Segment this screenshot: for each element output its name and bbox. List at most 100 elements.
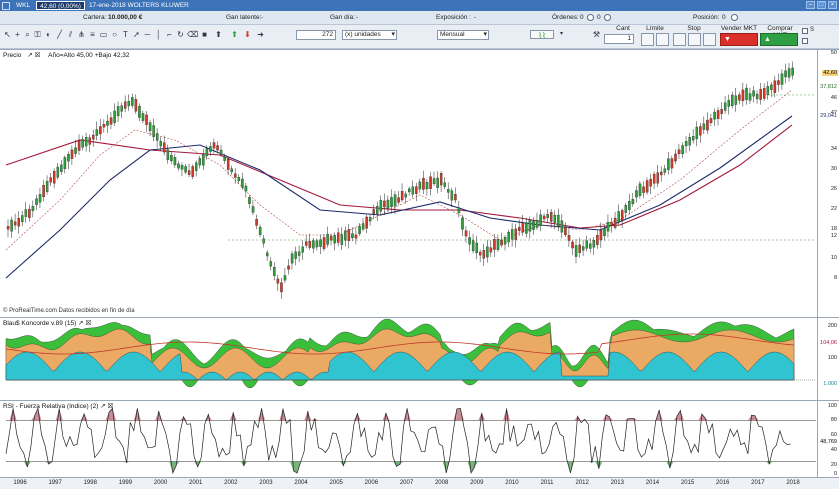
lock-icon[interactable]: ⚿: [34, 30, 41, 39]
candle: [297, 251, 301, 256]
vender-mkt-button[interactable]: ▼: [720, 33, 758, 46]
ellipse-icon[interactable]: ○: [112, 30, 117, 39]
chart-style-icon[interactable]: ⌇⌇: [530, 30, 554, 40]
channel-icon[interactable]: ⫽: [68, 30, 73, 39]
ordenes-toggle-2[interactable]: [604, 14, 611, 21]
rsi-axis[interactable]: 100 80 60 40 20 0 48,769: [817, 401, 839, 477]
price-close-icon[interactable]: ☒: [34, 52, 41, 59]
year-label: 2001: [188, 480, 203, 486]
magnet-icon[interactable]: ◐: [46, 30, 51, 39]
stop-buy-button[interactable]: [673, 33, 686, 46]
period-select[interactable]: Mensual: [437, 30, 489, 40]
rsi-overbought-fill: [311, 418, 315, 421]
koncorde-close-icon[interactable]: ☒: [85, 320, 92, 327]
horizontal-line-icon[interactable]: ─: [144, 30, 151, 39]
rsi-overbought-fill: [261, 408, 266, 421]
axis-tick-label: 60: [830, 432, 837, 438]
units-select[interactable]: (x) unidades: [342, 30, 397, 40]
cursor-icon[interactable]: ↖: [4, 30, 11, 39]
axis-tick-label: 18: [830, 226, 837, 232]
text-icon[interactable]: T: [123, 30, 128, 39]
rsi-overbought-fill: [456, 408, 461, 421]
title-bar: WKL 42,60 (0,00%) 17-ene-2018 WOLTERS KL…: [0, 0, 839, 11]
limite-buy-button[interactable]: [641, 33, 654, 46]
eraser-icon[interactable]: ⌫: [187, 30, 199, 39]
gan-dia-label: Gan día:: [330, 14, 355, 21]
rsi-settings-icon[interactable]: ↗: [100, 403, 106, 410]
data-source-footer: © ProRealTime.com Datos recibidos en fin…: [3, 308, 135, 314]
rsi-overbought-fill: [13, 408, 17, 421]
pitchfork-icon[interactable]: ⋔: [78, 30, 85, 39]
price-subtitle: Año=Alto 45,00 +Bajo 42,32: [48, 52, 130, 59]
koncorde-panel[interactable]: Blau$ Koncorde v.89 (15) ↗ ☒ 2001000104,…: [0, 317, 839, 400]
minimize-icon[interactable]: –: [806, 1, 815, 9]
candle: [354, 234, 358, 239]
candle: [99, 126, 102, 135]
stop-extra-button[interactable]: [703, 33, 716, 46]
arrow-icon[interactable]: ➚: [133, 30, 140, 39]
koncorde-axis[interactable]: 2001000104,061.000: [817, 318, 839, 400]
down-arrow-icon[interactable]: ⬇: [244, 30, 251, 39]
cycle-icon[interactable]: ↻: [177, 30, 184, 39]
candle: [755, 93, 759, 100]
rsi-overbought-fill: [258, 408, 262, 421]
candle: [191, 166, 194, 177]
candle: [28, 208, 31, 218]
koncorde-settings-icon[interactable]: ↗: [78, 320, 84, 327]
buy-icon: ▲: [764, 36, 771, 43]
vertical-line-icon[interactable]: │: [156, 30, 161, 39]
limite-sell-button[interactable]: [656, 33, 669, 46]
s-radio[interactable]: [802, 28, 808, 34]
quantity-input[interactable]: 272: [296, 30, 336, 40]
b-checkbox[interactable]: [802, 38, 808, 44]
up-arrow-icon[interactable]: ⬆: [231, 30, 238, 39]
axis-tick-label: 30: [830, 166, 837, 172]
buy-alert-icon[interactable]: ⬆: [215, 30, 222, 39]
axis-tick-label: 10: [830, 255, 837, 261]
candle: [251, 206, 255, 213]
close-icon[interactable]: ×: [828, 1, 837, 9]
candle: [436, 177, 439, 188]
candle: [667, 158, 670, 170]
posicion-toggle[interactable]: [731, 14, 738, 21]
candle: [578, 244, 581, 253]
wrench-icon[interactable]: ⚒: [592, 30, 601, 39]
axis-tick-label: 8: [833, 275, 837, 281]
cant-input[interactable]: 1: [604, 34, 634, 44]
candle: [411, 186, 415, 195]
right-arrow-icon[interactable]: ➜: [257, 30, 264, 39]
maximize-icon[interactable]: □: [817, 1, 826, 9]
zoom-icon[interactable]: ⌕: [25, 30, 30, 39]
candle: [372, 209, 375, 215]
candle: [443, 182, 446, 187]
crosshair-icon[interactable]: +: [15, 30, 20, 39]
year-label: 2014: [645, 480, 660, 486]
candle: [660, 171, 663, 176]
axis-tick-label: 80: [830, 417, 837, 423]
rsi-oversold-fill: [765, 461, 770, 465]
koncorde-negative-dip: [461, 379, 479, 386]
price-chart-panel[interactable]: Precio ↗ ☒ Año=Alto 45,00 +Bajo 42,32 © …: [0, 49, 839, 317]
candle: [265, 252, 269, 257]
trendline-icon[interactable]: ╱: [57, 30, 62, 39]
fill-icon[interactable]: ■: [202, 30, 207, 39]
time-axis[interactable]: 1996 1997 1998 1999 2000 2001 2002 2003 2004 2005…: [0, 477, 839, 489]
year-label: 2010: [505, 480, 519, 486]
price-ticker-icon[interactable]: ↗: [27, 52, 33, 59]
fibonacci-icon[interactable]: ≡: [90, 30, 95, 39]
candle: [716, 110, 720, 119]
dropdown-icon[interactable]: ▾: [559, 31, 563, 37]
candle: [514, 228, 518, 240]
bracket-icon[interactable]: ⌐: [167, 30, 172, 39]
rsi-close-icon[interactable]: ☒: [107, 403, 114, 410]
ordenes-toggle[interactable]: [587, 14, 594, 21]
year-label: 1998: [83, 480, 97, 486]
comprar-mkt-button[interactable]: ▲: [760, 33, 798, 46]
candle: [38, 194, 42, 203]
rsi-panel[interactable]: RSI - Fuerza Relativa (Indice) (2) ↗ ☒ 1…: [0, 400, 839, 477]
stop-sell-button[interactable]: [688, 33, 701, 46]
symbol-menu[interactable]: WKL: [16, 2, 31, 9]
rectangle-icon[interactable]: ▭: [99, 30, 108, 39]
price-chart-svg: [5, 61, 816, 299]
